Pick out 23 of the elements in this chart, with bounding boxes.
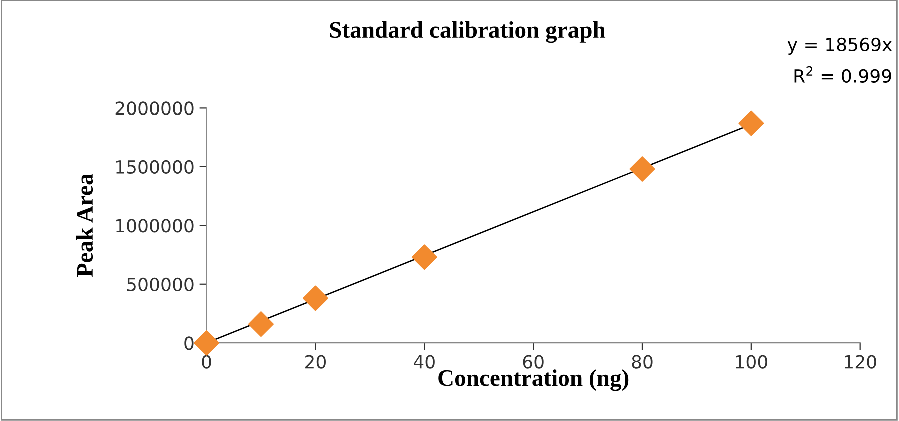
x-tick-label: 0	[202, 355, 212, 369]
y-tick-label: 1000000	[116, 219, 194, 233]
y-axis-title: Peak Area	[76, 174, 94, 278]
text: y = 18569x	[788, 38, 892, 56]
point	[412, 244, 438, 270]
x-tick-label: 20	[306, 355, 326, 369]
x-tick-label: 100	[736, 355, 768, 369]
chart-title: Standard calibration graph	[330, 22, 606, 44]
x-tick-label: 120	[845, 355, 876, 369]
point	[738, 110, 764, 136]
x-tick-label: 40	[414, 355, 435, 369]
text: R$^{2}$ = 0.999	[794, 66, 892, 83]
point	[194, 330, 220, 356]
y-tick-label: 2000000	[116, 102, 194, 116]
y-tick-label: 500000	[127, 278, 194, 292]
x-tick-label: 80	[632, 355, 653, 369]
point	[630, 156, 656, 182]
y-tick-label: 0	[184, 336, 194, 350]
point	[302, 286, 328, 312]
x-axis-title: Concentration (ng)	[438, 370, 629, 392]
point	[248, 312, 274, 338]
y-tick-label: 1500000	[116, 160, 194, 174]
x-tick-label: 60	[523, 355, 544, 369]
